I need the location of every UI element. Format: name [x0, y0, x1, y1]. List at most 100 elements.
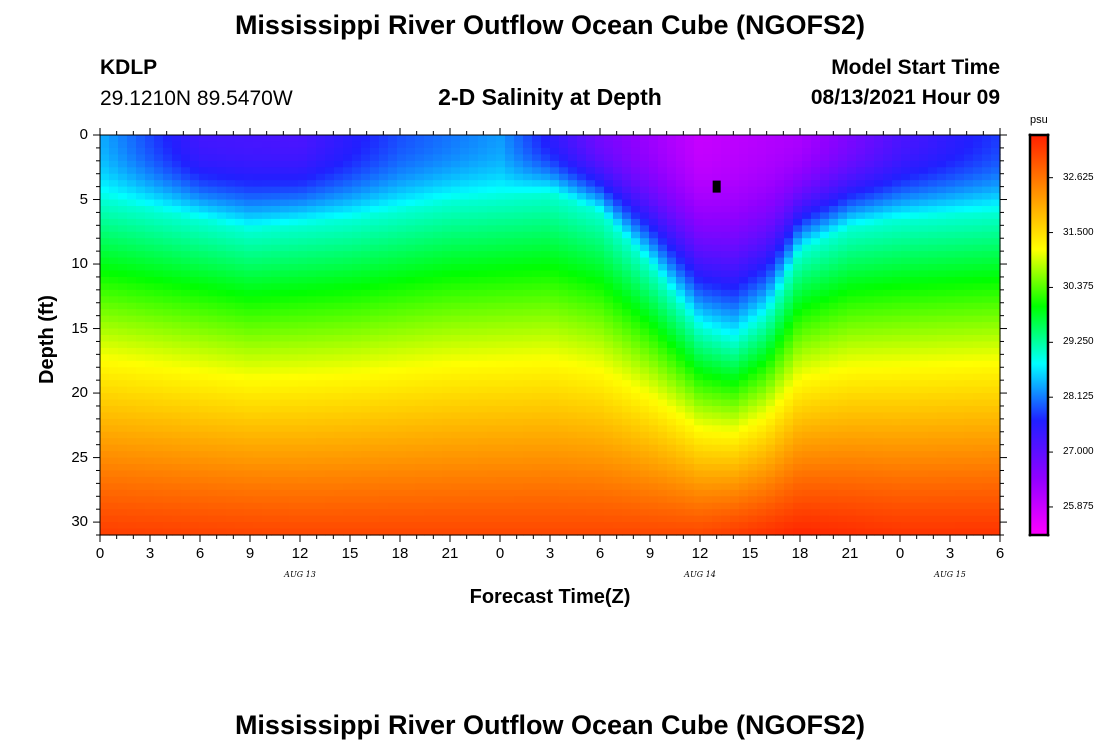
heatmap-cell: [541, 347, 551, 355]
heatmap-cell: [487, 347, 497, 355]
heatmap-cell: [388, 418, 398, 426]
heatmap-cell: [397, 231, 407, 239]
heatmap-cell: [532, 444, 542, 452]
heatmap-cell: [523, 238, 533, 246]
heatmap-cell: [343, 502, 353, 510]
heatmap-cell: [640, 476, 650, 484]
heatmap-cell: [694, 464, 704, 472]
heatmap-cell: [280, 502, 290, 510]
heatmap-cell: [145, 412, 155, 420]
heatmap-cell: [712, 444, 722, 452]
heatmap-cell: [586, 238, 596, 246]
heatmap-cell: [640, 276, 650, 284]
heatmap-cell: [298, 476, 308, 484]
heatmap-cell: [370, 502, 380, 510]
heatmap-cell: [649, 154, 659, 162]
heatmap-cell: [649, 502, 659, 510]
heatmap-cell: [694, 335, 704, 343]
heatmap-cell: [298, 457, 308, 465]
heatmap-cell: [163, 270, 173, 278]
heatmap-cell: [271, 405, 281, 414]
heatmap-cell: [613, 386, 623, 394]
heatmap-cell: [424, 470, 434, 478]
heatmap-cell: [793, 496, 803, 504]
heatmap-cell: [244, 476, 254, 484]
heatmap-cell: [217, 399, 227, 407]
heatmap-cell: [811, 135, 821, 143]
heatmap-cell: [424, 302, 434, 310]
heatmap-cell: [658, 476, 668, 484]
heatmap-cell: [424, 528, 434, 536]
heatmap-cell: [757, 225, 767, 233]
heatmap-cell: [811, 431, 821, 439]
heatmap-cell: [163, 315, 173, 323]
heatmap-cell: [775, 386, 785, 394]
heatmap-cell: [379, 270, 389, 278]
heatmap-cell: [559, 347, 569, 355]
heatmap-cell: [685, 341, 695, 349]
heatmap-cell: [766, 238, 776, 246]
heatmap-cell: [352, 515, 362, 523]
heatmap-cell: [748, 154, 758, 162]
heatmap-cell: [496, 451, 506, 459]
heatmap-cell: [145, 244, 155, 252]
heatmap-cell: [694, 502, 704, 510]
heatmap-cell: [784, 470, 794, 478]
heatmap-cell: [442, 380, 452, 388]
heatmap-cell: [739, 354, 749, 362]
heatmap-cell: [370, 257, 380, 265]
heatmap-cell: [136, 354, 146, 362]
heatmap-cell: [298, 483, 308, 491]
heatmap-cell: [766, 483, 776, 491]
heatmap-cell: [694, 347, 704, 355]
heatmap-cell: [766, 335, 776, 343]
heatmap-cell: [235, 335, 245, 343]
heatmap-cell: [730, 135, 740, 143]
heatmap-cell: [748, 425, 758, 433]
heatmap-cell: [334, 360, 344, 368]
heatmap-cell: [550, 444, 560, 452]
heatmap-cell: [631, 141, 641, 149]
heatmap-cell: [784, 489, 794, 497]
heatmap-cell: [784, 309, 794, 317]
heatmap-cell: [676, 289, 686, 297]
heatmap-cell: [217, 373, 227, 381]
heatmap-cell: [226, 386, 236, 394]
heatmap-cell: [514, 483, 524, 491]
heatmap-cell: [370, 386, 380, 394]
heatmap-cell: [667, 180, 677, 188]
heatmap-cell: [775, 438, 785, 446]
heatmap-cell: [532, 522, 542, 530]
heatmap-cell: [154, 380, 164, 388]
heatmap-cell: [172, 418, 182, 426]
heatmap-cell: [721, 205, 731, 214]
heatmap-cell: [703, 470, 713, 478]
heatmap-cell: [784, 528, 794, 536]
heatmap-cell: [721, 322, 731, 330]
heatmap-cell: [118, 141, 128, 149]
heatmap-cell: [595, 405, 605, 414]
heatmap-cell: [460, 186, 470, 194]
heatmap-cell: [289, 341, 299, 349]
heatmap-cell: [325, 354, 335, 362]
heatmap-cell: [451, 244, 461, 252]
heatmap-cell: [136, 244, 146, 252]
heatmap-cell: [487, 457, 497, 465]
heatmap-cell: [244, 509, 254, 517]
heatmap-cell: [811, 302, 821, 310]
heatmap-cell: [271, 418, 281, 426]
heatmap-cell: [469, 476, 479, 484]
heatmap-cell: [685, 322, 695, 330]
heatmap-cell: [550, 186, 560, 194]
heatmap-cell: [712, 283, 722, 291]
heatmap-cell: [361, 393, 371, 401]
heatmap-cell: [559, 438, 569, 446]
heatmap-cell: [460, 322, 470, 330]
heatmap-cell: [280, 309, 290, 317]
heatmap-cell: [550, 354, 560, 362]
heatmap-cell: [127, 489, 137, 497]
heatmap-cell: [748, 167, 758, 175]
heatmap-cell: [496, 405, 506, 414]
heatmap-cell: [649, 380, 659, 388]
heatmap-cell: [487, 412, 497, 420]
